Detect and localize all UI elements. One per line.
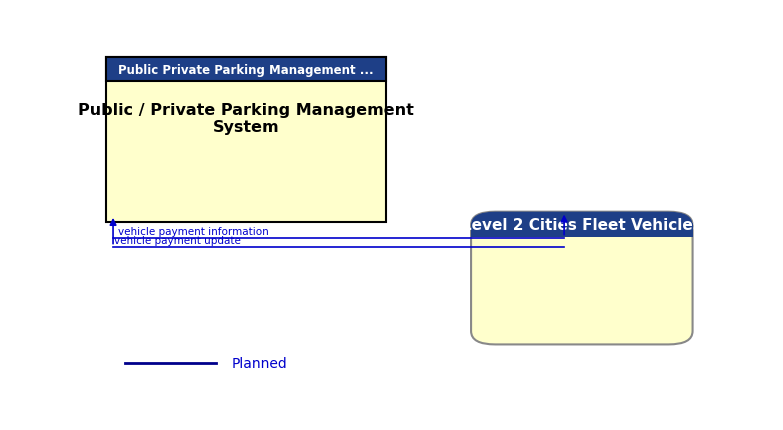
- FancyBboxPatch shape: [471, 223, 693, 237]
- Text: Planned: Planned: [232, 356, 287, 370]
- Text: Public Private Parking Management ...: Public Private Parking Management ...: [118, 64, 373, 77]
- FancyBboxPatch shape: [471, 212, 693, 237]
- FancyBboxPatch shape: [106, 58, 386, 222]
- Text: vehicle payment information: vehicle payment information: [118, 226, 269, 236]
- Text: vehicle payment update: vehicle payment update: [114, 235, 241, 245]
- Text: Public / Private Parking Management
System: Public / Private Parking Management Syst…: [78, 102, 414, 135]
- Text: Level 2 Cities Fleet Vehicles: Level 2 Cities Fleet Vehicles: [462, 217, 702, 232]
- FancyBboxPatch shape: [471, 212, 693, 344]
- FancyBboxPatch shape: [106, 58, 386, 82]
